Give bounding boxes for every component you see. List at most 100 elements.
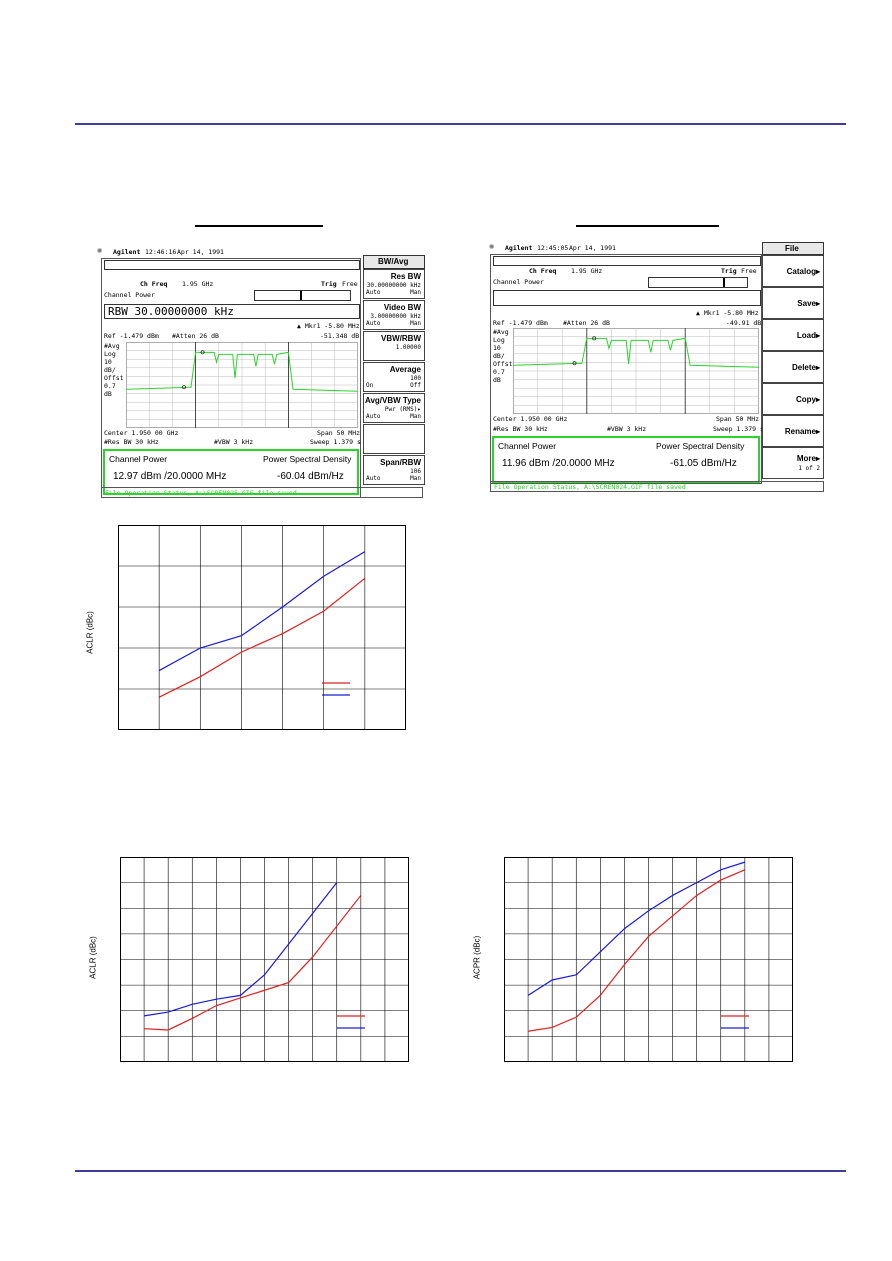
softkey-vbw-rbw[interactable]: VBW/RBW 1.00000 <box>363 331 425 361</box>
scale-label: dB/ <box>493 352 505 360</box>
result-value: 11.96 dBm /20.0000 MHz <box>502 458 615 469</box>
scale-label: dB <box>104 390 112 398</box>
scale-label: 10 <box>493 344 501 352</box>
scale-label: Offst <box>493 360 513 368</box>
title-bar <box>493 256 761 266</box>
marker-readout: ▲ Mkr1 -5.80 MHz <box>297 322 360 330</box>
scale-label: dB/ <box>104 366 116 374</box>
menu-title: BW/Avg <box>363 255 425 269</box>
softkey-copy[interactable]: Copy▸ <box>762 383 824 415</box>
header-rule <box>75 123 846 125</box>
result-psd-title: Power Spectral Density <box>263 454 352 464</box>
marker-reference <box>200 350 205 355</box>
series-line-1 <box>158 551 366 672</box>
measurement-label: Channel Power <box>493 278 544 286</box>
sweep-label: Sweep 1.379 s <box>713 425 764 433</box>
center-freq: Center 1.950 00 GHz <box>104 429 179 437</box>
plot-frame <box>118 525 406 730</box>
softkey-delete[interactable]: Delete▸ <box>762 351 824 383</box>
vbw-label: #VBW 3 kHz <box>214 438 254 446</box>
main-display: Ch Freq 1.95 GHz Trig Free Channel Power… <box>101 258 361 498</box>
time-label: 12:45:05 <box>537 244 569 252</box>
softkey-res-bw[interactable]: Res BW 30.00000000 kHz Auto Man <box>363 269 425 299</box>
chart-aclr-1 <box>118 525 406 730</box>
scale-label: Offst <box>104 374 124 382</box>
res-bw-label: #Res BW 30 kHz <box>493 425 548 433</box>
softkey-catalog[interactable]: Catalog▸ <box>762 255 824 287</box>
trig-label: Trig <box>721 267 737 275</box>
status-bar: File Operation Status, A:\SCREN025.GIF f… <box>101 487 423 498</box>
softkey-video-bw[interactable]: Video BW 3.00000000 kHz Auto Man <box>363 300 425 330</box>
right-caption-underline <box>576 225 719 227</box>
meas-progress-bar <box>254 290 351 301</box>
ch-freq-value: 1.95 GHz <box>571 267 603 275</box>
sweep-label: Sweep 1.379 s <box>310 438 361 446</box>
spectrum-trace-line <box>513 337 759 368</box>
result-psd: -60.04 dBm/Hz <box>277 471 344 482</box>
scale-label: 0.7 <box>104 382 116 390</box>
span-label: Span 50 MHz <box>716 415 760 423</box>
ch-freq-label: Ch Freq <box>529 267 557 275</box>
marker-1 <box>182 385 186 390</box>
series-line-0 <box>144 895 362 1031</box>
scale-label: #Avg <box>104 342 120 350</box>
vbw-label: #VBW 3 kHz <box>607 425 647 433</box>
brand-label: Agilent <box>505 244 533 252</box>
marker-readout: ▲ Mkr1 -5.80 MHz <box>696 309 759 317</box>
title-bar <box>104 260 360 270</box>
scale-label: Log <box>493 336 505 344</box>
softkey-average[interactable]: Average 100 On Off <box>363 362 425 392</box>
marker-1 <box>572 361 577 366</box>
left-caption-underline <box>195 225 323 227</box>
ch-freq-value: 1.95 GHz <box>182 280 214 288</box>
scale-label: #Avg <box>493 328 509 336</box>
softkey-load[interactable]: Load▸ <box>762 319 824 351</box>
scale-label: 10 <box>104 358 112 366</box>
chart-aclr-2 <box>120 857 409 1062</box>
softkey-save[interactable]: Save▸ <box>762 287 824 319</box>
entry-box <box>493 290 761 306</box>
scale-label: 0.7 <box>493 368 505 376</box>
scale-label: dB <box>493 376 501 384</box>
softkey-span-rbw[interactable]: Span/RBW 106 Auto Man <box>363 455 425 485</box>
series-line-0 <box>158 577 366 698</box>
ref-level: Ref -1.479 dBm <box>104 332 159 340</box>
softkey-rename[interactable]: Rename▸ <box>762 415 824 447</box>
chart2-ylabel: ACLR (dBc) <box>88 936 98 979</box>
marker-value: -49.91 dB <box>726 319 762 327</box>
atten-label: #Atten 26 dB <box>172 332 219 340</box>
rbw-entry: RBW 30.00000000 kHz <box>108 305 234 318</box>
res-bw-label: #Res BW 30 kHz <box>104 438 159 446</box>
trig-value: Free <box>342 280 358 288</box>
result-psd: -61.05 dBm/Hz <box>670 458 737 469</box>
ref-level: Ref -1.479 dBm <box>493 319 548 327</box>
softkey-blank[interactable] <box>363 424 425 454</box>
spectrum-screenshot-right: ✺ Agilent 12:45:05 Apr 14, 1991 Ch Freq … <box>487 240 827 492</box>
brand-label: Agilent <box>113 248 141 256</box>
result-title: Channel Power <box>109 454 168 464</box>
spectrum-screenshot-left: ✺ Agilent 12:46:16 Apr 14, 1991 Ch Freq … <box>95 242 425 498</box>
date-label: Apr 14, 1991 <box>569 244 616 252</box>
time-label: 12:46:16 <box>145 248 177 256</box>
ch-freq-label: Ch Freq <box>140 280 168 288</box>
series-line-1 <box>527 861 746 996</box>
series-line-1 <box>143 882 338 1017</box>
softkey-more[interactable]: More▸ 1 of 2 <box>762 447 824 479</box>
chart1-ylabel: ACLR (dBc) <box>85 611 95 654</box>
result-panel: Channel Power Power Spectral Density 11.… <box>492 436 760 483</box>
marker-reference <box>592 336 597 341</box>
result-psd-title: Power Spectral Density <box>656 441 745 451</box>
marker-value: -51.348 dB <box>320 332 360 340</box>
series-line-0 <box>527 869 746 1032</box>
footer-rule <box>75 1170 846 1172</box>
softkey-avg-vbw-type[interactable]: Avg/VBW Type Pwr (RMS)▸ Auto Man <box>363 393 425 423</box>
status-bar: File Operation Status, A:\SCREN024.GIF f… <box>490 481 824 492</box>
spectrum-trace-line <box>126 351 358 392</box>
main-display: Ch Freq 1.95 GHz Trig Free Channel Power… <box>490 254 764 484</box>
spectrum-trace <box>126 342 358 428</box>
measurement-label: Channel Power <box>104 291 155 299</box>
chart-acpr <box>504 857 793 1062</box>
scale-label: Log <box>104 350 116 358</box>
atten-label: #Atten 26 dB <box>563 319 610 327</box>
result-panel: Channel Power Power Spectral Density 12.… <box>103 449 359 495</box>
